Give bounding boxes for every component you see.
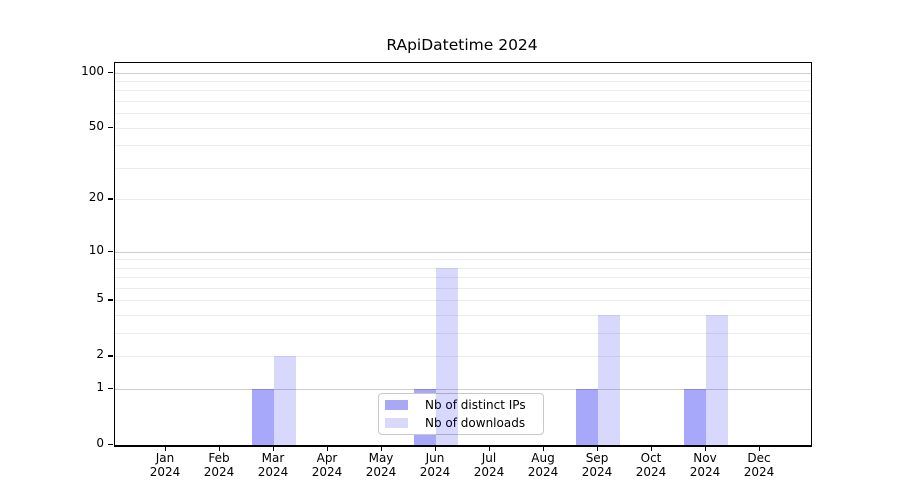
x-tick-label-may: May 2024 (365, 451, 397, 479)
y-tick-label-1: 1 (96, 380, 104, 395)
x-tick-jan (165, 446, 167, 451)
x-tick-label-aug: Aug 2024 (527, 451, 559, 479)
legend-label-downloads: Nb of downloads (425, 416, 526, 430)
gridline-40 (115, 145, 811, 147)
chart-title: RApiDatetime 2024 (386, 36, 538, 54)
bar-downloads-nov (706, 315, 728, 445)
y-tick-10 (108, 250, 113, 252)
gridline-8 (115, 267, 811, 269)
x-tick-label-jul: Jul 2024 (473, 451, 505, 479)
legend-item-distinct-ips: Nb of distinct IPs (385, 398, 543, 413)
legend-item-downloads: Nb of downloads (385, 416, 543, 431)
y-tick-20 (108, 198, 113, 200)
x-tick-feb (219, 446, 221, 451)
y-tick-label-50: 50 (88, 118, 104, 133)
gridline-60 (115, 113, 811, 115)
gridline-6 (115, 288, 811, 289)
y-tick-label-10: 10 (88, 242, 104, 257)
y-tick-1 (108, 388, 113, 390)
gridline-20 (115, 199, 811, 201)
bar-downloads-mar (274, 356, 296, 445)
gridline-50 (115, 127, 811, 129)
gridline-30 (115, 167, 811, 169)
legend: Nb of distinct IPs Nb of downloads (378, 393, 544, 435)
y-tick-label-2: 2 (96, 347, 104, 362)
x-tick-mar (273, 446, 275, 451)
x-tick-sep (597, 446, 599, 451)
x-tick-label-mar: Mar 2024 (257, 451, 289, 479)
gridline-9 (115, 259, 811, 261)
gridline-90 (115, 81, 811, 82)
y-tick-label-0: 0 (96, 436, 104, 450)
x-tick-label-feb: Feb 2024 (203, 451, 235, 479)
x-tick-oct (651, 446, 653, 451)
x-tick-label-sep: Sep 2024 (581, 451, 613, 479)
x-tick-nov (705, 446, 707, 451)
y-tick-100 (108, 71, 113, 73)
x-tick-label-jun: Jun 2024 (419, 451, 451, 479)
legend-swatch-distinct-ips (385, 400, 408, 410)
bar-downloads-jun (436, 267, 458, 445)
y-tick-label-100: 100 (81, 63, 104, 78)
gridline-3 (115, 333, 811, 335)
x-tick-label-oct: Oct 2024 (635, 451, 667, 479)
bar-distinct-ips-mar (252, 389, 274, 445)
gridline-10 (115, 251, 811, 253)
y-tick-0 (108, 444, 113, 446)
gridline-7 (115, 277, 811, 279)
x-tick-label-dec: Dec 2024 (743, 451, 775, 479)
y-tick-50 (108, 126, 113, 129)
gridline-100 (115, 72, 811, 74)
bar-downloads-sep (598, 315, 620, 445)
legend-swatch-downloads (385, 418, 408, 428)
gridline-5 (115, 300, 811, 302)
plot-area: Nb of distinct IPs Nb of downloads (114, 62, 812, 447)
x-tick-jul (489, 446, 491, 451)
gridline-70 (115, 101, 811, 102)
bar-distinct-ips-nov (684, 389, 706, 445)
y-tick-2 (108, 355, 113, 357)
legend-label-distinct-ips: Nb of distinct IPs (425, 398, 526, 412)
gridline-1 (115, 389, 811, 391)
y-tick-label-20: 20 (88, 190, 104, 205)
bar-distinct-ips-sep (576, 389, 598, 445)
gridline-80 (115, 90, 811, 92)
gridline-2 (115, 356, 811, 358)
x-tick-label-nov: Nov 2024 (689, 451, 721, 479)
x-tick-label-apr: Apr 2024 (311, 451, 343, 479)
gridline-4 (115, 315, 811, 317)
x-tick-label-jan: Jan 2024 (149, 451, 181, 479)
x-tick-dec (759, 446, 761, 451)
x-tick-may (381, 446, 383, 451)
x-tick-aug (543, 446, 545, 451)
x-tick-apr (327, 446, 329, 451)
y-tick-5 (108, 299, 113, 301)
x-tick-jun (435, 446, 437, 451)
y-tick-label-5: 5 (96, 291, 104, 306)
